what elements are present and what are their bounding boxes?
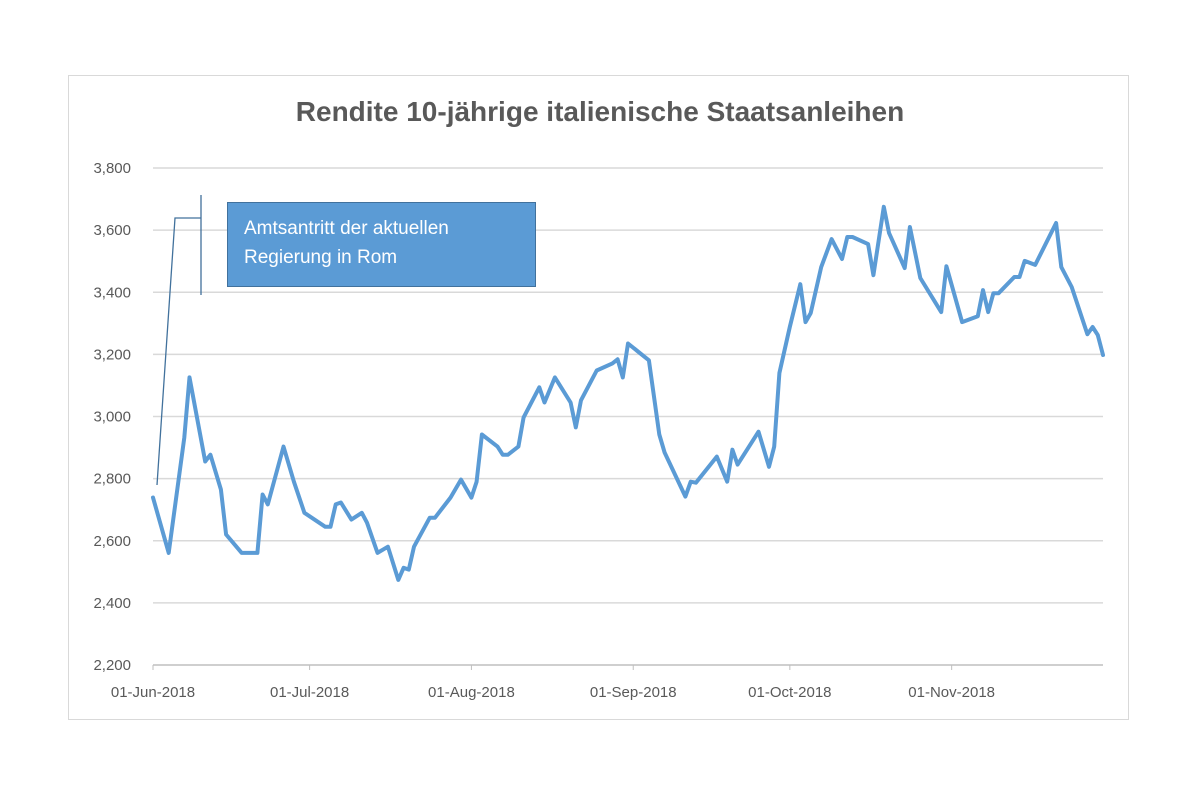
annotation-callout: Amtsantritt der aktuellen Regierung in R…	[227, 202, 536, 287]
x-tick-label: 01-Nov-2018	[908, 684, 995, 701]
x-tick-label: 01-Jun-2018	[111, 684, 195, 701]
x-tick-label: 01-Sep-2018	[590, 684, 677, 701]
chart-frame	[68, 75, 1129, 720]
y-tick-label: 2,600	[93, 533, 131, 550]
x-tick-label: 01-Aug-2018	[428, 684, 515, 701]
y-tick-label: 3,400	[93, 284, 131, 301]
x-tick-label: 01-Oct-2018	[748, 684, 831, 701]
x-tick-label: 01-Jul-2018	[270, 684, 349, 701]
callout-leader-line	[156, 217, 201, 486]
annotation-line-2: Regierung in Rom	[244, 247, 398, 268]
y-tick-label: 2,200	[93, 657, 131, 674]
y-tick-label: 2,800	[93, 471, 131, 488]
y-tick-label: 3,200	[93, 346, 131, 363]
y-tick-label: 3,000	[93, 409, 131, 426]
chart-title: Rendite 10-jährige italienische Staatsan…	[295, 96, 905, 127]
series-line	[151, 204, 1105, 582]
annotation-line-1: Amtsantritt der aktuellen	[244, 218, 449, 239]
y-tick-label: 3,600	[93, 222, 131, 239]
y-tick-label: 2,400	[93, 595, 131, 612]
y-tick-label: 3,800	[93, 160, 131, 177]
